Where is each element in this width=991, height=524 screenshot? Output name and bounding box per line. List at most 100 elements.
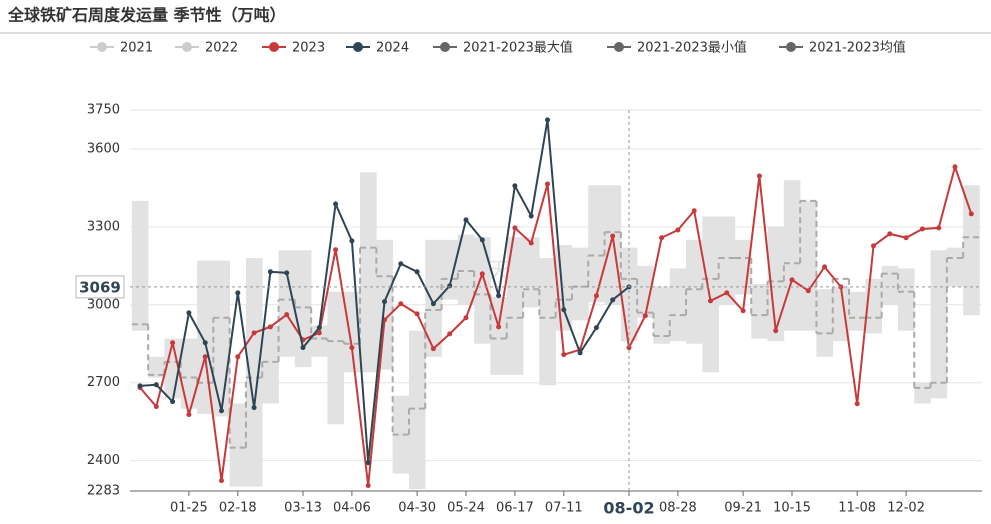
range-band [751, 284, 768, 339]
x-tick-label: 04-30 [398, 501, 436, 516]
series-point [251, 330, 257, 336]
range-band [278, 250, 296, 357]
range-band [718, 216, 736, 305]
series-point [545, 117, 550, 123]
range-band [832, 286, 850, 342]
series-point [414, 311, 420, 317]
series-point [447, 283, 453, 289]
legend-marker [614, 42, 624, 52]
legend-label: 2021-2023最大值 [463, 40, 573, 56]
series-point [512, 183, 518, 189]
series-point [398, 261, 404, 267]
series-point [170, 399, 176, 405]
x-tick-label: 04-06 [333, 501, 371, 516]
series-point [479, 237, 485, 243]
series-point [430, 301, 436, 307]
range-band [392, 395, 410, 474]
range-band [849, 291, 866, 331]
series-point [235, 290, 241, 296]
series-point [496, 324, 502, 330]
range-band [881, 265, 899, 305]
series-point [137, 383, 143, 389]
series-point [822, 264, 828, 270]
series-point [202, 354, 208, 360]
y-tick-label: 2400 [87, 453, 120, 468]
series-point [659, 235, 665, 241]
series-point [545, 181, 550, 187]
series-point [463, 217, 469, 223]
x-tick-label: 12-02 [887, 501, 925, 516]
range-band [197, 260, 214, 414]
legend-label: 2021 [120, 41, 153, 56]
series-point [675, 227, 681, 233]
y-tick-label: 3000 [87, 297, 120, 312]
series-point [463, 315, 469, 321]
series-point [219, 478, 224, 484]
series-line [139, 163, 973, 486]
chart-title: 全球铁矿石周度发运量 季节性（万吨） [7, 6, 286, 25]
series-point [170, 340, 176, 346]
series-point [267, 269, 273, 275]
series-point [789, 277, 795, 283]
series-point [333, 201, 339, 207]
range-band [213, 260, 230, 417]
y-tick-label: 3300 [87, 219, 120, 234]
series-point [316, 330, 322, 336]
series-point [610, 233, 616, 239]
x-tick-label: 07-11 [545, 501, 583, 516]
series-point [903, 235, 909, 241]
range-band [408, 330, 426, 490]
range-band [229, 403, 247, 487]
series-point [528, 213, 534, 219]
y-tick-label: 3750 [87, 103, 120, 118]
series-point [610, 297, 616, 303]
series-point [561, 307, 567, 313]
series-point [691, 208, 697, 214]
range-band [180, 338, 198, 409]
series-point [936, 225, 942, 231]
legend-marker [182, 42, 192, 52]
crosshair-x-label: 08-02 [603, 499, 654, 518]
series-point [349, 345, 355, 351]
series-point [333, 247, 339, 253]
range-band [702, 216, 719, 373]
series-point [756, 173, 762, 179]
series-point [414, 269, 420, 275]
range-band [506, 237, 524, 375]
series-point [267, 324, 273, 330]
series-point [235, 354, 241, 360]
series-point [365, 483, 371, 489]
legend-label: 2024 [376, 41, 409, 56]
series-point [300, 345, 306, 351]
range-band [523, 237, 540, 308]
series-point [919, 226, 925, 232]
range-band [474, 237, 491, 344]
range-band [637, 265, 654, 318]
series-point [202, 340, 208, 346]
range-band [930, 250, 948, 399]
series-point [447, 331, 453, 337]
x-tick-label: 10-15 [773, 501, 811, 516]
series-point [496, 293, 502, 299]
crosshair-y-label: 3069 [79, 278, 121, 296]
series-point [593, 325, 599, 331]
series-point [186, 412, 192, 418]
x-tick-label: 09-21 [724, 501, 762, 516]
range-band [588, 185, 605, 303]
range-band [946, 247, 964, 287]
x-tick-label: 03-13 [284, 501, 322, 516]
series-point [740, 308, 746, 314]
legend-label: 2022 [205, 41, 238, 56]
series-point [528, 240, 534, 246]
series-point [284, 270, 290, 276]
range-band [441, 239, 459, 300]
range-band [653, 286, 671, 344]
x-tick-label: 08-28 [659, 501, 697, 516]
range-band [571, 247, 589, 321]
legend-marker [786, 42, 796, 52]
legend-label: 2021-2023均值 [809, 40, 906, 56]
range-band [686, 239, 703, 344]
range-band [245, 258, 263, 487]
legend-marker [97, 42, 107, 52]
